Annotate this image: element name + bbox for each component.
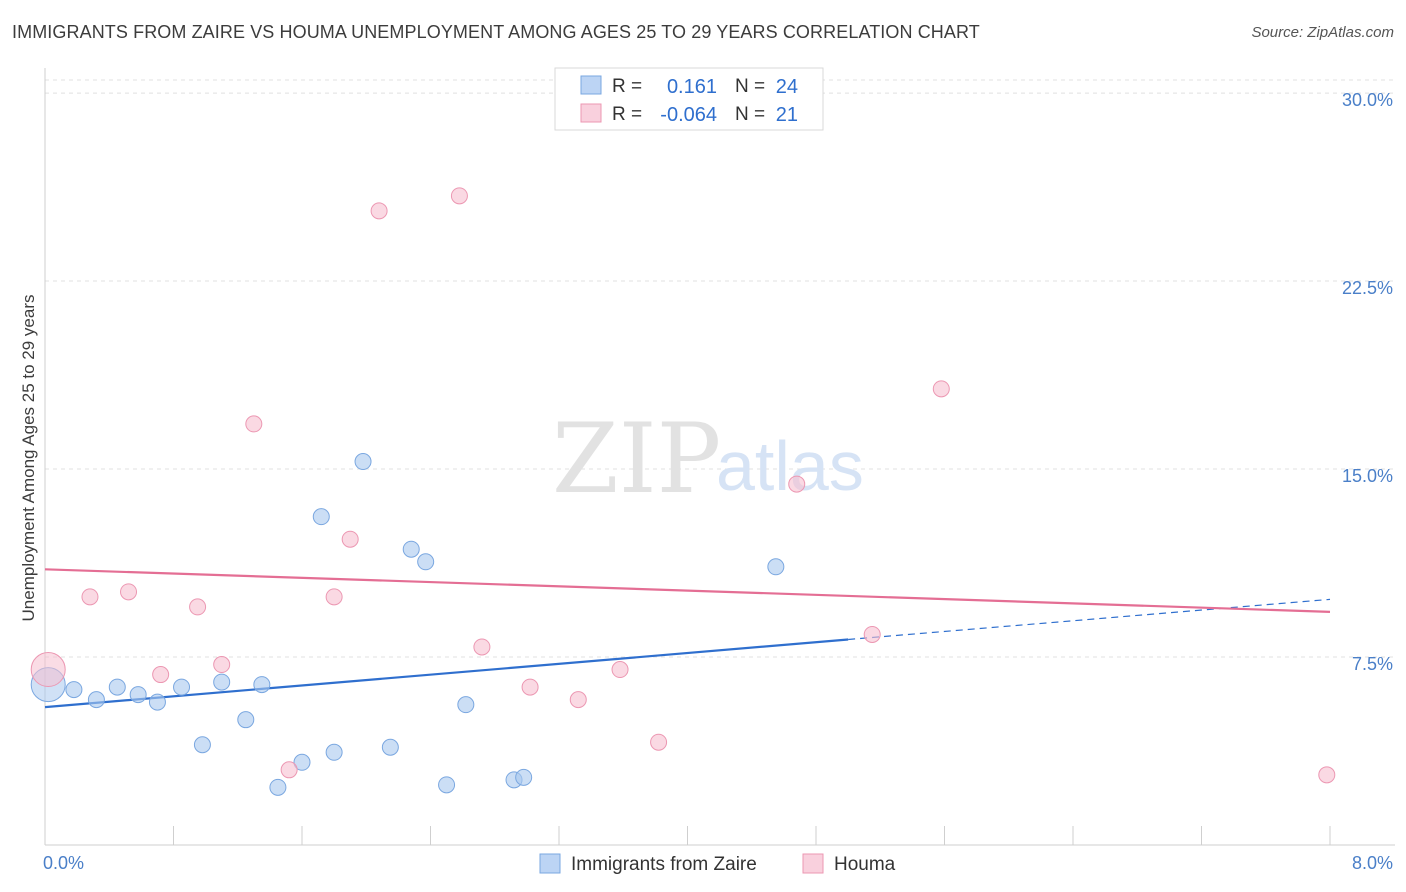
legend-r-label-zaire: R = (612, 76, 642, 97)
trend-lines (44, 568, 1331, 709)
watermark-zip: ZIP (552, 403, 721, 515)
point-zaire (402, 540, 420, 558)
correlation-legend: R = 0.161 N = 24 R = -0.064 N = 21 (554, 67, 824, 131)
axes (44, 68, 1395, 846)
y-tick-labels: 7.5% 15.0% 22.5% 30.0% (1342, 90, 1393, 674)
y-tick-label: 30.0% (1342, 90, 1393, 110)
point-houma (280, 761, 298, 779)
point-houma (245, 415, 263, 433)
point-houma (473, 638, 491, 656)
chart-title: IMMIGRANTS FROM ZAIRE VS HOUMA UNEMPLOYM… (12, 22, 980, 42)
point-houma (650, 733, 668, 751)
point-houma (569, 691, 587, 709)
point-zaire (173, 678, 191, 696)
point-zaire (354, 453, 372, 471)
legend-r-value-houma: -0.064 (660, 104, 717, 126)
legend-n-label-zaire: N = (735, 76, 765, 97)
point-zaire (438, 776, 456, 794)
point-zaire (213, 673, 231, 691)
point-zaire (129, 686, 147, 704)
point-houma (120, 583, 138, 601)
point-houma (788, 475, 806, 493)
series-legend-label-houma: Houma (834, 854, 896, 875)
point-zaire (312, 508, 330, 526)
watermark-atlas: atlas (716, 427, 864, 505)
legend-n-value-zaire: 24 (776, 76, 798, 98)
point-houma (189, 598, 207, 616)
point-zaire (293, 753, 311, 771)
legend-swatch-houma (580, 103, 602, 123)
point-zaire (515, 768, 533, 786)
series-legend-swatch-zaire (539, 853, 561, 874)
point-zaire (108, 678, 126, 696)
x-tick-label-max: 8.0% (1352, 853, 1393, 873)
point-zaire (237, 711, 255, 729)
data-points (30, 187, 1336, 796)
point-zaire (457, 696, 475, 714)
point-houma (370, 202, 388, 220)
point-zaire (381, 738, 399, 756)
series-legend-label-zaire: Immigrants from Zaire (571, 854, 757, 875)
trend-line-houma (44, 568, 1331, 613)
point-houma (611, 661, 629, 679)
legend-r-label-houma: R = (612, 104, 642, 125)
point-houma (325, 588, 343, 606)
grid-lines (45, 79, 1395, 658)
point-houma (932, 380, 950, 398)
x-tick-label-min: 0.0% (43, 853, 84, 873)
point-houma (81, 588, 99, 606)
series-legend-swatch-houma (802, 853, 824, 874)
series-legend: Immigrants from Zaire Houma (539, 853, 896, 875)
y-tick-label: 15.0% (1342, 466, 1393, 486)
legend-n-label-houma: N = (735, 104, 765, 125)
point-zaire (65, 681, 83, 699)
point-zaire (269, 778, 287, 796)
legend-r-value-zaire: 0.161 (667, 76, 717, 98)
point-houma (152, 666, 170, 684)
point-zaire (193, 736, 211, 754)
point-zaire (767, 558, 785, 576)
point-houma (1318, 766, 1336, 784)
x-ticks (44, 826, 1331, 845)
legend-n-value-houma: 21 (776, 104, 798, 126)
point-zaire (87, 691, 105, 709)
point-zaire (148, 693, 166, 711)
chart-source: Source: ZipAtlas.com (1251, 24, 1394, 41)
y-axis-label: Unemployment Among Ages 25 to 29 years (19, 295, 38, 622)
point-houma (863, 625, 881, 643)
y-tick-label: 7.5% (1352, 654, 1393, 674)
point-houma (213, 656, 231, 674)
point-zaire (417, 553, 435, 571)
point-zaire (253, 676, 271, 694)
y-tick-label: 22.5% (1342, 278, 1393, 298)
trend-line-zaire (44, 638, 849, 709)
trend-line-zaire-extension (848, 598, 1331, 641)
point-houma (521, 678, 539, 696)
point-zaire (325, 743, 343, 761)
watermark: ZIP atlas (552, 403, 864, 515)
point-houma (341, 530, 359, 548)
point-houma (450, 187, 468, 205)
legend-swatch-zaire (580, 75, 602, 95)
point-houma (30, 652, 66, 688)
